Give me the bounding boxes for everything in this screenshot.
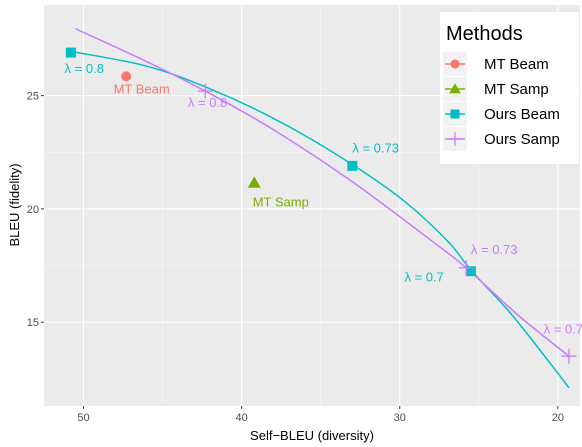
annotations: λ = 0.8 MT Beam λ = 0.8 MT Samp λ = 0.73 λ = … (65, 61, 582, 337)
point-annotation: MT Beam (114, 81, 170, 96)
legend-title: Methods (446, 23, 523, 45)
legend-key-marker (450, 59, 460, 69)
legend-label: MT Beam (484, 56, 549, 73)
legend-item: Ours Samp (443, 127, 560, 151)
data-point (65, 47, 76, 58)
legend-item: MT Beam (443, 52, 549, 76)
series-curve (75, 28, 570, 357)
y-tick-label: 20 (27, 204, 39, 216)
series-curve (70, 50, 570, 389)
data-point (347, 160, 358, 171)
point-annotation: λ = 0.8 (65, 61, 104, 76)
x-tick-label: 30 (394, 412, 406, 424)
fit-curves (70, 28, 570, 389)
legend-key-marker (450, 109, 460, 119)
y-axis-title: BLEU (fidelity) (7, 163, 22, 246)
point-annotation: λ = 0.8 (188, 95, 227, 110)
data-points (65, 47, 577, 364)
legend-item: Ours Beam (443, 102, 560, 126)
x-tick-label: 40 (236, 412, 248, 424)
data-point (458, 260, 474, 276)
point-annotation: λ = 0.73 (352, 140, 399, 155)
point-annotation: MT Samp (253, 195, 309, 210)
legend-key-marker (449, 83, 461, 94)
point-annotation: λ = 0.73 (471, 242, 518, 257)
point-annotation: λ = 0.7 (404, 269, 443, 284)
data-point (197, 83, 213, 99)
x-axis-title: Self−BLEU (diversity) (250, 428, 374, 443)
point-annotation: λ = 0.7 (544, 322, 582, 337)
legend-label: MT Samp (484, 81, 549, 98)
y-axis-ticks: 15 20 25 (27, 91, 44, 329)
legend-label: Ours Samp (484, 131, 560, 148)
x-axis-ticks: 50 40 30 20 (77, 406, 564, 424)
data-point (561, 348, 577, 364)
data-point (465, 266, 476, 277)
x-tick-label: 20 (552, 412, 564, 424)
x-tick-label: 50 (77, 412, 89, 424)
y-tick-label: 15 (27, 317, 39, 329)
data-point (247, 176, 261, 188)
legend-key-marker (448, 132, 462, 146)
data-point (121, 71, 132, 82)
legend: Methods MT Beam MT Samp Ours Beam Ours Samp (440, 12, 579, 164)
legend-label: Ours Beam (484, 106, 560, 123)
y-tick-label: 25 (27, 91, 39, 103)
legend-item: MT Samp (443, 77, 549, 101)
